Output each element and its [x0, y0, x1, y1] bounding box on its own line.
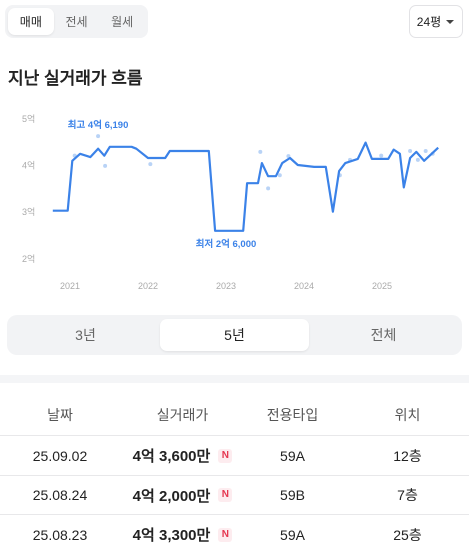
date-cell: 25.09.02	[15, 436, 105, 475]
deal-tab[interactable]: 매매	[8, 8, 54, 35]
price-cell: 4억 2,000만 N	[95, 476, 270, 515]
trade-point	[277, 173, 282, 178]
price-cell: 4억 3,600만 N	[95, 436, 270, 475]
new-badge: N	[218, 527, 233, 542]
y-tick-label: 3억	[22, 206, 35, 217]
column-header: 위치	[394, 407, 421, 423]
table-row[interactable]: 25.08.23 4억 3,300만 N 59A 25층	[0, 514, 469, 554]
trade-point	[96, 134, 101, 139]
size-select[interactable]: 24평	[409, 5, 463, 38]
x-tick-label: 2022	[138, 281, 158, 291]
trade-point	[408, 149, 413, 153]
unit-type: 59B	[280, 487, 305, 503]
table-row[interactable]: 25.08.24 4억 2,000만 N 59B 7층	[0, 474, 469, 515]
trade-point	[379, 153, 384, 158]
y-tick-label: 2억	[22, 253, 35, 264]
period-tab[interactable]: 전체	[370, 327, 397, 343]
column-header: 날짜	[47, 407, 73, 423]
new-badge: N	[218, 448, 233, 463]
column-header: 전용타입	[266, 407, 319, 423]
period-tab[interactable]: 3년	[75, 327, 96, 343]
floor: 25층	[393, 526, 422, 543]
new-badge: N	[218, 488, 233, 502]
trade-point	[103, 163, 108, 168]
chart: 2억 3억 4억 5억 2021 2022 2023 2024 2025 최고 4억 6,190 최…	[22, 113, 439, 291]
date: 25.08.23	[32, 526, 88, 543]
annotation: 최저 2억 6,000	[196, 238, 257, 250]
trade-point	[266, 186, 271, 191]
price: 4억 3,600만	[132, 448, 211, 465]
date: 25.08.24	[32, 487, 88, 503]
type-cell: 59A	[245, 436, 340, 475]
x-tick-label: 2025	[372, 281, 392, 291]
unit-type: 59A	[280, 447, 305, 464]
size-select-label: 24평	[416, 15, 442, 29]
column-header: 실거래가	[156, 407, 209, 423]
y-tick-label: 5억	[22, 113, 35, 124]
table-row[interactable]: 25.09.02 4억 3,600만 N 59A 12층	[0, 435, 469, 475]
price-cell: 4억 3,300만 N	[95, 515, 270, 554]
floor: 12층	[393, 447, 422, 464]
x-tick-label: 2023	[216, 281, 236, 291]
floor-cell: 7층	[355, 476, 460, 515]
deal-tab[interactable]: 전세	[65, 15, 88, 29]
heading: 지난 실거래가 흐름	[8, 69, 143, 88]
price: 4억 3,300만	[132, 527, 211, 544]
trade-point	[258, 149, 263, 154]
table-header: 날짜 실거래가 전용타입 위치	[0, 400, 469, 435]
floor-cell: 25층	[355, 515, 460, 554]
period-tabs: 3년 5년 전체	[7, 315, 462, 355]
date: 25.09.02	[32, 447, 88, 464]
unit-type: 59A	[280, 526, 305, 543]
trade-point	[415, 157, 420, 162]
caret	[446, 19, 455, 24]
floor: 7층	[397, 487, 418, 503]
x-tick-label: 2021	[60, 281, 80, 291]
type-cell: 59A	[245, 515, 340, 554]
period-tab[interactable]: 5년	[160, 319, 309, 351]
x-tick-label: 2024	[294, 281, 314, 291]
trade-point	[148, 162, 153, 167]
trade-point	[423, 149, 428, 153]
price-line	[52, 141, 439, 232]
floor-cell: 12층	[355, 436, 460, 475]
date-cell: 25.08.23	[15, 515, 105, 554]
date-cell: 25.08.24	[15, 476, 105, 515]
annotation: 최고 4억 6,190	[68, 119, 129, 131]
deal-tab[interactable]: 월세	[111, 15, 134, 29]
y-tick-label: 4억	[22, 160, 35, 171]
price: 4억 2,000만	[132, 487, 211, 505]
type-cell: 59B	[245, 476, 340, 515]
separator	[0, 375, 469, 383]
deal-tabs: 매매 전세 월세	[5, 5, 148, 38]
